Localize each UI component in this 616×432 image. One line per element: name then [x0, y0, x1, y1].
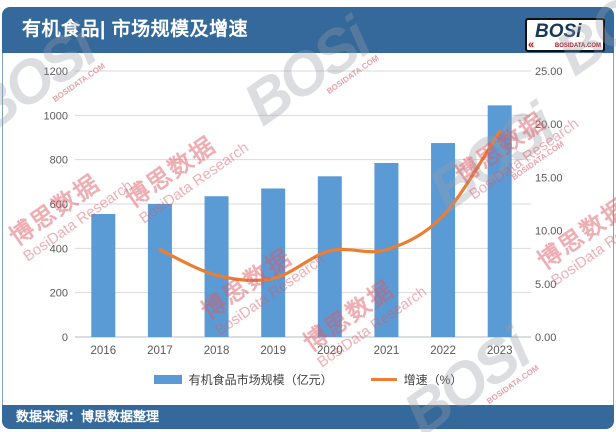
right-axis-tick: 20.00: [535, 119, 563, 131]
bar-2023: [487, 105, 512, 337]
bar-2019: [261, 188, 286, 337]
logo-chevron-icon: «: [528, 39, 535, 51]
bosi-logo: « BOSi BOSIDATA.COM: [525, 18, 605, 52]
x-axis-label-2022: 2022: [430, 345, 456, 357]
bar-series-swatch: [153, 375, 182, 384]
x-axis-label-2023: 2023: [487, 345, 513, 357]
data-source: 数据来源：博思数据整理: [16, 409, 160, 424]
legend-label-market-size: 有机食品市场规模（亿元）: [188, 373, 333, 387]
x-axis-label-2021: 2021: [374, 345, 400, 357]
left-axis-tick: 0: [62, 332, 68, 344]
bar-2017: [147, 204, 172, 337]
card-header: 有机食品| 市场规模及增速 « BOSi BOSIDATA.COM: [2, 7, 614, 53]
x-axis-label-2017: 2017: [147, 345, 173, 357]
logo-text: BOSi: [535, 21, 582, 42]
x-axis-label-2020: 2020: [317, 345, 343, 357]
legend-label-growth: 增速（%）: [403, 373, 463, 387]
left-axis-tick: 1200: [44, 66, 68, 78]
x-axis-label-2019: 2019: [260, 345, 286, 357]
chart-legend: 有机食品市场规模（亿元） 增速（%）: [0, 371, 616, 388]
left-axis-tick: 1000: [44, 110, 68, 122]
bar-2018: [204, 196, 229, 337]
left-axis-tick: 400: [50, 243, 68, 255]
line-series-swatch: [370, 378, 397, 381]
page-title: 有机食品| 市场规模及增速: [22, 19, 249, 40]
left-axis-tick: 600: [50, 199, 68, 211]
x-axis-label-2016: 2016: [91, 345, 117, 357]
legend-item-market-size: 有机食品市场规模（亿元）: [153, 371, 333, 388]
right-axis-tick: 15.00: [535, 172, 563, 184]
right-axis-tick: 25.00: [535, 66, 563, 78]
right-axis-tick: 0.00: [535, 332, 556, 344]
legend-item-growth: 增速（%）: [370, 371, 463, 388]
bar-2020: [317, 176, 342, 337]
x-axis-label-2018: 2018: [204, 345, 230, 357]
right-axis-tick: 10.00: [535, 226, 563, 238]
left-axis-tick: 200: [50, 288, 68, 300]
logo-domain: BOSIDATA.COM: [554, 43, 601, 49]
bar-2016: [91, 213, 116, 337]
growth-line: [158, 130, 502, 283]
right-axis-tick: 5.00: [535, 279, 556, 291]
left-axis-tick: 800: [50, 155, 68, 167]
bar-2022: [431, 143, 456, 337]
card-footer: 数据来源：博思数据整理: [2, 405, 614, 429]
